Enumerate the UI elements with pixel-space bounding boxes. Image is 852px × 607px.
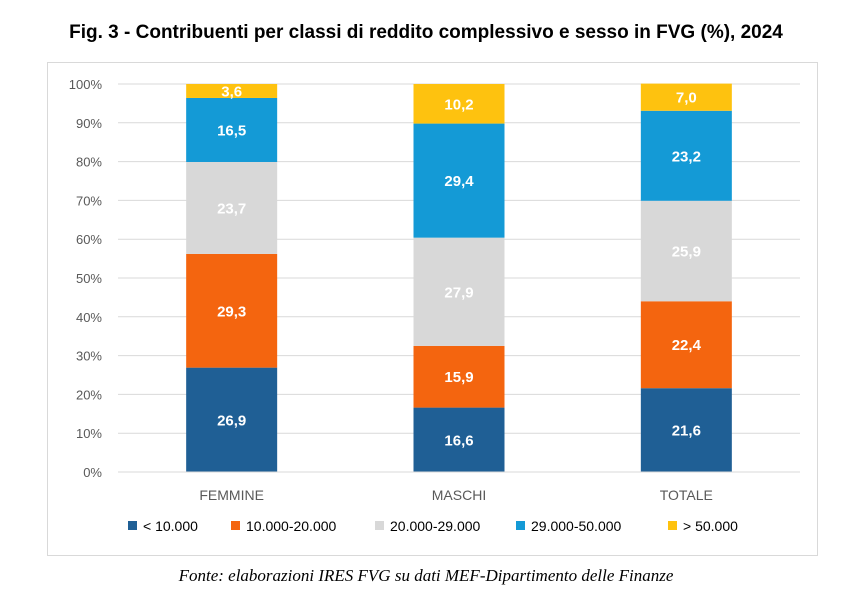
stacked-bar-chart: 0% 10% 20% 30% 40% 50% 60% 70% 80% 90% 100% 26,9 29,… [69, 77, 800, 534]
y-tick-label: 100% [69, 77, 103, 92]
chart-title: Fig. 3 - Contribuenti per classi di redd… [69, 22, 783, 43]
bar-segment [413, 237, 505, 346]
data-label: 16,6 [444, 432, 473, 449]
y-tick-label: 70% [76, 193, 102, 208]
legend-label: 29.000-50.000 [531, 518, 622, 534]
data-label: 23,7 [217, 200, 246, 217]
bar-segment [413, 84, 505, 124]
x-category-label: FEMMINE [199, 487, 264, 503]
legend-swatch [516, 521, 525, 530]
y-tick-label: 30% [76, 349, 102, 364]
bar-segment [413, 407, 505, 472]
data-label: 16,5 [217, 122, 246, 139]
bar-segment [413, 345, 505, 408]
legend-label: < 10.000 [143, 518, 198, 534]
y-tick-label: 40% [76, 310, 102, 325]
bar-segment [186, 84, 278, 98]
data-label: 29,4 [444, 173, 474, 190]
y-tick-label: 90% [76, 116, 102, 131]
legend-swatch [128, 521, 137, 530]
data-label: 22,4 [672, 337, 702, 354]
y-tick-label: 0% [83, 465, 102, 480]
legend-swatch [668, 521, 677, 530]
data-label: 27,9 [444, 284, 473, 301]
x-category-label: TOTALE [660, 487, 713, 503]
data-label: 15,9 [444, 369, 473, 386]
source-note: Fonte: elaborazioni IRES FVG su dati MEF… [178, 566, 674, 585]
legend-swatch [375, 521, 384, 530]
y-tick-label: 20% [76, 387, 102, 402]
y-tick-label: 50% [76, 271, 102, 286]
x-category-label: MASCHI [432, 487, 486, 503]
bar-segment [186, 97, 278, 162]
data-label: 29,3 [217, 303, 246, 320]
legend-label: 20.000-29.000 [390, 518, 481, 534]
bar-segment [640, 301, 732, 389]
bar-segment [640, 83, 732, 111]
data-label: 23,2 [672, 148, 701, 165]
bar-segment [186, 253, 278, 368]
data-label: 7,0 [676, 90, 697, 107]
bar-segment [640, 200, 732, 302]
data-label: 25,9 [672, 244, 701, 261]
bar-segment [186, 367, 278, 472]
legend-label: 10.000-20.000 [246, 518, 337, 534]
y-tick-label: 80% [76, 155, 102, 170]
legend-label: > 50.000 [683, 518, 738, 534]
bar-segment [413, 123, 505, 238]
data-label: 26,9 [217, 412, 246, 429]
data-label: 21,6 [672, 423, 701, 440]
data-label: 3,6 [221, 83, 242, 100]
bar-segment [640, 388, 732, 472]
bar-segment [640, 110, 732, 201]
legend-swatch [231, 521, 240, 530]
data-label: 10,2 [444, 96, 473, 113]
chart-area: 0% 10% 20% 30% 40% 50% 60% 70% 80% 90% 100% 26,9 29,… [47, 62, 818, 556]
y-tick-label: 10% [76, 426, 102, 441]
bar-segment [186, 161, 278, 254]
y-tick-label: 60% [76, 232, 102, 247]
